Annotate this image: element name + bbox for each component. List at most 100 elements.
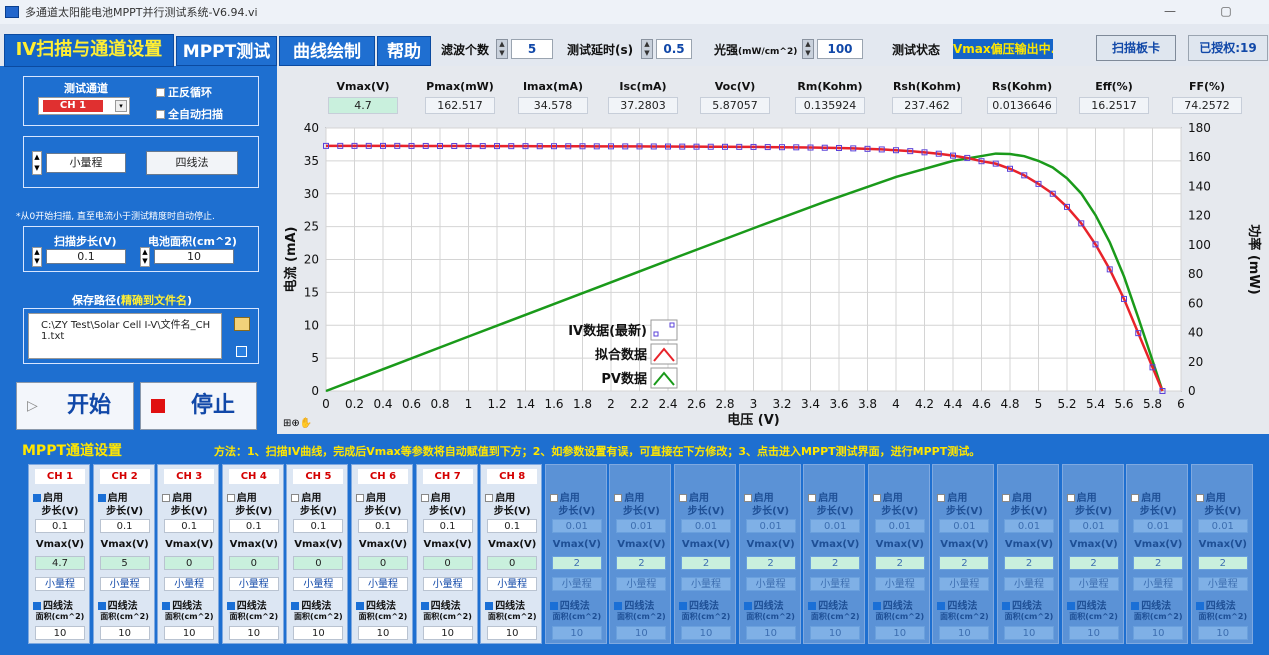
enable-box[interactable] — [679, 494, 687, 502]
tab-mppt[interactable]: MPPT测试 — [176, 36, 277, 66]
cycle-box[interactable] — [156, 88, 165, 97]
step-value[interactable]: 0.01 — [1133, 519, 1184, 533]
four-wire-checkbox[interactable]: 四线法 — [1002, 597, 1042, 612]
range-value[interactable]: 小量程 — [810, 577, 861, 591]
area-spinner[interactable]: ▲ ▼ — [140, 247, 150, 267]
area-value[interactable]: 10 — [1004, 626, 1054, 640]
four-wire-box[interactable] — [1002, 602, 1010, 610]
vmax-value[interactable]: 0 — [358, 556, 408, 570]
zoom-tool-icon[interactable]: ⊞ — [283, 418, 292, 429]
enable-box[interactable] — [420, 494, 429, 502]
four-wire-box[interactable] — [1131, 602, 1140, 610]
four-wire-box[interactable] — [420, 602, 429, 610]
step-value[interactable]: 0.1 — [164, 519, 215, 533]
vmax-value[interactable]: 0 — [293, 556, 344, 570]
area-value[interactable]: 10 — [154, 249, 234, 264]
four-wire-box[interactable] — [33, 602, 41, 610]
enable-checkbox[interactable]: 启用 — [291, 489, 321, 504]
area-value[interactable]: 10 — [293, 626, 344, 640]
area-value[interactable]: 10 — [681, 626, 731, 640]
chart-tools[interactable]: ⊞⊕✋ — [283, 418, 333, 431]
folder-icon[interactable] — [234, 317, 250, 331]
enable-box[interactable] — [872, 494, 881, 502]
four-wire-box[interactable] — [97, 602, 106, 610]
four-wire-box[interactable] — [808, 602, 817, 610]
enable-box[interactable] — [549, 494, 558, 502]
four-wire-box[interactable] — [226, 602, 235, 610]
enable-box[interactable] — [937, 494, 946, 502]
four-wire-box[interactable] — [162, 602, 171, 610]
enable-box[interactable] — [743, 494, 752, 502]
four-wire-box[interactable] — [356, 602, 364, 610]
enable-checkbox[interactable]: 启用 — [743, 489, 774, 504]
four-wire-box[interactable] — [743, 602, 752, 610]
area-value[interactable]: 10 — [616, 626, 667, 640]
enable-checkbox[interactable]: 启用 — [614, 489, 644, 504]
range-value[interactable]: 小量程 — [1004, 577, 1054, 591]
enable-box[interactable] — [97, 494, 106, 502]
range-value[interactable]: 小量程 — [551, 577, 602, 591]
step-value[interactable]: 0.01 — [551, 519, 602, 533]
zoom-in-icon[interactable]: ⊕ — [291, 418, 300, 429]
four-wire-checkbox[interactable]: 四线法 — [1195, 597, 1236, 612]
four-wire-checkbox[interactable]: 四线法 — [937, 597, 977, 612]
pan-tool-icon[interactable]: ✋ — [299, 418, 313, 429]
enable-checkbox[interactable]: 启用 — [97, 489, 128, 504]
delay-spinner[interactable]: ▲ ▼ — [641, 39, 653, 59]
range-value[interactable]: 小量程 — [1133, 577, 1184, 591]
range-spinner[interactable]: ▲ ▼ — [32, 151, 42, 175]
light-spinner[interactable]: ▲ ▼ — [802, 39, 814, 59]
step-value[interactable]: 0.01 — [939, 519, 990, 533]
step-value[interactable]: 0.1 — [487, 519, 538, 533]
enable-box[interactable] — [808, 494, 817, 502]
area-value[interactable]: 10 — [810, 626, 861, 640]
start-button[interactable]: ▷ 开始 — [16, 382, 134, 430]
enable-checkbox[interactable]: 启用 — [679, 489, 709, 504]
vmax-value[interactable]: 5 — [99, 556, 150, 570]
step-value[interactable]: 0.1 — [293, 519, 344, 533]
enable-box[interactable] — [1066, 494, 1075, 502]
enable-checkbox[interactable]: 启用 — [1066, 489, 1097, 504]
range-value[interactable]: 小量程 — [164, 577, 215, 591]
area-value[interactable]: 10 — [1197, 626, 1248, 640]
vmax-value[interactable]: 0 — [164, 556, 215, 570]
area-value[interactable]: 10 — [1068, 626, 1119, 640]
path-check-icon[interactable] — [236, 346, 247, 357]
tab-help[interactable]: 帮助 — [377, 36, 431, 66]
path-input[interactable]: C:\ZY Test\Solar Cell I-V\文件名_CH1.txt — [28, 313, 222, 359]
step-value[interactable]: 0.1 — [358, 519, 408, 533]
area-value[interactable]: 10 — [35, 626, 85, 640]
range-value[interactable]: 小量程 — [1068, 577, 1119, 591]
range-value[interactable]: 小量程 — [422, 577, 473, 591]
vmax-value[interactable]: 0 — [422, 556, 473, 570]
filter-value[interactable]: 5 — [511, 39, 553, 59]
enable-checkbox[interactable]: 启用 — [356, 489, 386, 504]
enable-checkbox[interactable]: 启用 — [1002, 489, 1032, 504]
vmax-value[interactable]: 2 — [551, 556, 602, 570]
step-value[interactable]: 0.01 — [810, 519, 861, 533]
vmax-value[interactable]: 2 — [1133, 556, 1184, 570]
step-value[interactable]: 0.1 — [422, 519, 473, 533]
four-wire-checkbox[interactable]: 四线法 — [420, 597, 461, 612]
area-value[interactable]: 10 — [487, 626, 538, 640]
four-wire-checkbox[interactable]: 四线法 — [485, 597, 525, 612]
four-wire-box[interactable] — [679, 602, 687, 610]
four-wire-checkbox[interactable]: 四线法 — [679, 597, 719, 612]
four-wire-checkbox[interactable]: 四线法 — [808, 597, 848, 612]
step-value[interactable]: 0.1 — [99, 519, 150, 533]
enable-checkbox[interactable]: 启用 — [937, 489, 967, 504]
tab-iv-scan[interactable]: IV扫描与通道设置 — [4, 34, 174, 67]
enable-box[interactable] — [33, 494, 41, 502]
vmax-value[interactable]: 2 — [1197, 556, 1248, 570]
enable-checkbox[interactable]: 启用 — [1131, 489, 1161, 504]
step-value[interactable]: 0.01 — [745, 519, 796, 533]
enable-box[interactable] — [485, 494, 494, 502]
vmax-value[interactable]: 4.7 — [35, 556, 85, 570]
step-value[interactable]: 0.01 — [1068, 519, 1119, 533]
filter-spinner[interactable]: ▲ ▼ — [496, 39, 508, 59]
four-wire-checkbox[interactable]: 四线法 — [33, 597, 73, 612]
range-value[interactable]: 小量程 — [228, 577, 279, 591]
minimize-icon[interactable]: — — [1164, 4, 1176, 18]
enable-box[interactable] — [226, 494, 235, 502]
range-value[interactable]: 小量程 — [745, 577, 796, 591]
